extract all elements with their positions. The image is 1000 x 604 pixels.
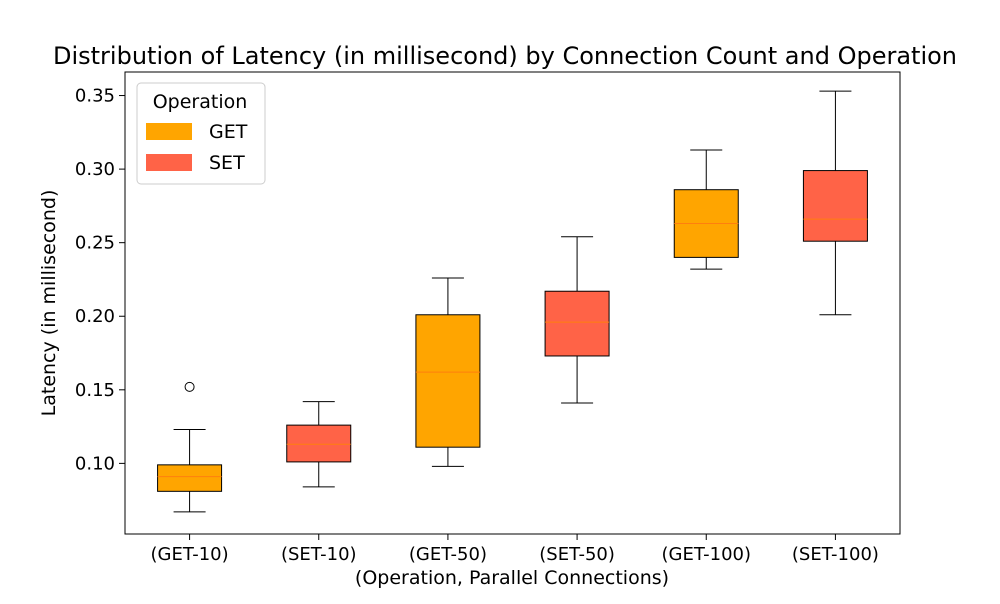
box-iqr <box>544 290 610 357</box>
x-axis-ticks: (GET-10) (SET-10) (GET-50) (SET-50) (GET-100… <box>151 534 879 565</box>
box-get-100 <box>673 149 739 270</box>
x-tick-label: (SET-100) <box>792 544 879 565</box>
plot-area-frame <box>124 71 901 535</box>
x-tick-label: (GET-50) <box>409 544 487 565</box>
y-tick-label: 0.15 <box>75 380 115 401</box>
x-axis-label: (Operation, Parallel Connections) <box>355 567 669 589</box>
y-tick-label: 0.10 <box>75 453 115 474</box>
y-tick-label: 0.30 <box>75 159 115 180</box>
y-tick-label: 0.20 <box>75 306 115 327</box>
box-series <box>157 90 868 513</box>
y-axis-ticks: 0.10 0.15 0.20 0.25 0.30 0.35 <box>75 86 125 474</box>
box-iqr <box>415 314 481 448</box>
box-iqr <box>802 170 868 242</box>
legend-swatch-set <box>146 154 192 171</box>
x-tick-label: (SET-50) <box>539 544 615 565</box>
legend-swatch-get <box>146 123 192 140</box>
box-iqr <box>157 464 223 492</box>
outlier-point <box>184 381 195 392</box>
legend-title: Operation <box>153 91 248 113</box>
box-set-10 <box>286 401 352 488</box>
y-tick-label: 0.25 <box>75 233 115 254</box>
x-tick-label: (GET-100) <box>661 544 751 565</box>
box-iqr <box>286 424 352 463</box>
legend-label-get: GET <box>209 121 248 143</box>
box-get-10 <box>157 381 223 513</box>
y-tick-label: 0.35 <box>75 86 115 107</box>
legend: Operation GET SET <box>136 82 266 185</box>
box-get-50 <box>415 277 481 467</box>
x-tick-label: (SET-10) <box>281 544 357 565</box>
box-set-50 <box>544 236 610 404</box>
x-tick-label: (GET-10) <box>151 544 229 565</box>
box-set-100 <box>802 90 868 316</box>
chart-title: Distribution of Latency (in millisecond)… <box>53 42 957 70</box>
y-axis-label: Latency (in millisecond) <box>38 190 60 417</box>
legend-label-set: SET <box>209 152 245 174</box>
